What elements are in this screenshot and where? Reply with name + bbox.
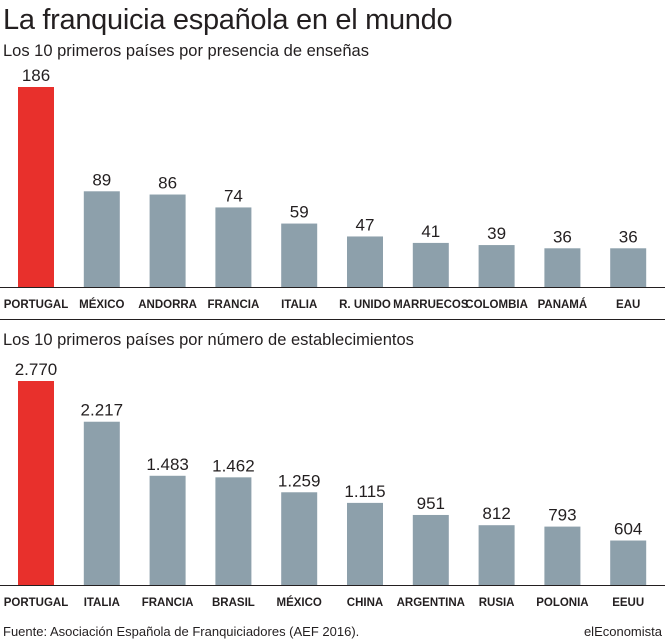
bar-1-7 — [478, 245, 515, 287]
category-label-1-9: EAU — [616, 299, 640, 311]
category-label-1-2: ANDORRA — [138, 299, 197, 311]
category-label-1-6: MARRUECOS — [393, 299, 469, 311]
chart-numero-establecimientos: 2.770 PORTUGAL 2.217 ITALIA 1.483 FRANCIA 1.46… — [0, 352, 665, 616]
bar-1-8 — [544, 248, 581, 287]
chart-title: La franquicia española en el mundo — [3, 4, 453, 36]
category-label-2-2: FRANCIA — [142, 597, 194, 609]
bar-2-9 — [610, 540, 647, 585]
bar-2-4 — [281, 492, 318, 585]
chart-2-svg: 2.770 PORTUGAL 2.217 ITALIA 1.483 FRANCIA 1.46… — [0, 360, 665, 609]
category-label-2-5: CHINA — [347, 597, 383, 609]
bar-1-5 — [347, 236, 383, 287]
value-label-2-6: 951 — [417, 494, 445, 513]
category-label-1-8: PANAMÁ — [538, 298, 588, 311]
chart-2-subtitle: Los 10 primeros países por número de est… — [3, 331, 414, 349]
brand-logo-text: elEconomista — [583, 624, 662, 639]
value-label-1-3: 74 — [224, 186, 243, 205]
bar-1-1 — [83, 191, 120, 287]
value-label-2-1: 2.217 — [81, 401, 124, 420]
value-label-1-6: 41 — [421, 222, 440, 241]
value-label-1-9: 36 — [619, 227, 638, 246]
category-label-2-3: BRASIL — [212, 597, 255, 609]
bar-1-3 — [215, 207, 252, 287]
source-note: Fuente: Asociación Española de Franquici… — [3, 624, 360, 639]
bar-2-8 — [544, 526, 581, 585]
bar-2-3 — [215, 477, 252, 585]
category-label-2-4: MÉXICO — [277, 596, 322, 609]
bar-2-6 — [412, 514, 449, 585]
category-label-2-6: ARGENTINA — [397, 597, 465, 609]
chart-presencia-ensenas: 186 PORTUGAL 89 MÉXICO 86 ANDORRA 74 FRANCIA 59 I… — [0, 62, 665, 322]
value-label-1-7: 39 — [487, 224, 506, 243]
value-label-1-5: 47 — [356, 215, 375, 234]
category-label-2-0: PORTUGAL — [4, 597, 69, 609]
bar-2-7 — [478, 525, 515, 585]
value-label-2-0: 2.770 — [15, 360, 58, 379]
value-label-2-4: 1.259 — [278, 471, 321, 490]
value-label-1-4: 59 — [290, 203, 309, 222]
category-label-1-5: R. UNIDO — [339, 299, 391, 311]
category-label-2-9: EEUU — [612, 597, 644, 609]
bar-2-0 — [18, 381, 54, 585]
value-label-2-7: 812 — [482, 504, 510, 523]
category-label-2-7: RUSIA — [479, 597, 515, 609]
value-label-1-8: 36 — [553, 227, 572, 246]
value-label-2-2: 1.483 — [146, 455, 189, 474]
bar-2-2 — [149, 475, 186, 585]
category-label-1-4: ITALIA — [281, 299, 317, 311]
bar-1-6 — [412, 242, 449, 287]
category-label-2-8: POLONIA — [536, 597, 588, 609]
value-label-2-3: 1.462 — [212, 456, 255, 475]
bar-2-5 — [347, 502, 383, 585]
category-label-1-3: FRANCIA — [208, 299, 260, 311]
bar-1-9 — [610, 248, 647, 287]
bar-1-4 — [281, 223, 318, 287]
bar-2-1 — [83, 421, 120, 585]
value-label-2-8: 793 — [548, 506, 576, 525]
value-label-2-5: 1.115 — [344, 482, 385, 501]
value-label-1-2: 86 — [158, 174, 177, 193]
value-label-1-0: 186 — [22, 66, 50, 85]
category-label-1-0: PORTUGAL — [4, 299, 69, 311]
category-label-1-7: COLOMBIA — [465, 299, 528, 311]
chart-1-subtitle: Los 10 primeros países por presencia de … — [3, 42, 369, 60]
bar-1-0 — [18, 87, 54, 287]
bar-1-2 — [149, 194, 186, 287]
value-label-2-9: 604 — [614, 520, 642, 539]
category-label-2-1: ITALIA — [84, 597, 120, 609]
category-label-1-1: MÉXICO — [79, 298, 124, 311]
value-label-1-1: 89 — [92, 170, 111, 189]
chart-1-svg: 186 PORTUGAL 89 MÉXICO 86 ANDORRA 74 FRANCIA 59 I… — [0, 66, 665, 320]
